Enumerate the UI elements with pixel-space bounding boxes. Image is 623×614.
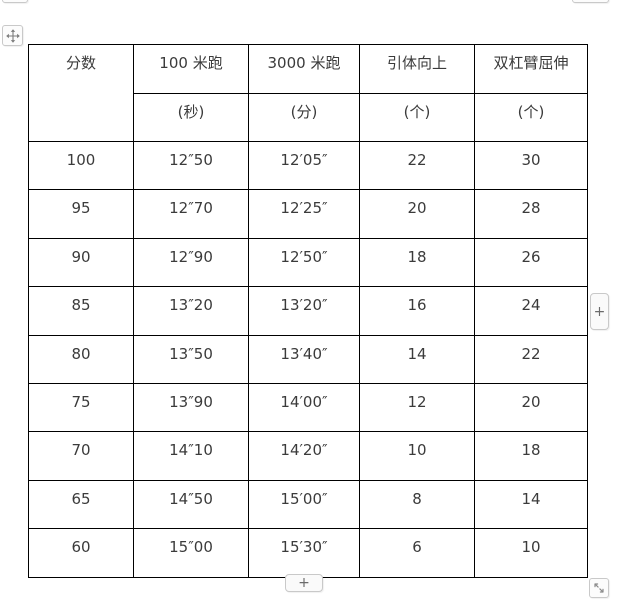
table-cell[interactable]: 30 — [474, 140, 588, 191]
table-body: 100 12″50 12′05″ 22 30 95 12″70 12′25″ 20 28 90 12″… — [28, 140, 588, 578]
table-cell[interactable]: 70 — [28, 431, 134, 481]
resize-diagonal-icon — [593, 582, 605, 594]
table-cell[interactable]: 65 — [28, 479, 134, 530]
table-cell[interactable]: 12′50″ — [248, 237, 360, 288]
table-cell[interactable]: 28 — [474, 189, 588, 239]
table-header: 分数 100 米跑 3000 米跑 引体向上 双杠臂屈伸 (秒) (分) (个)… — [28, 44, 588, 142]
table-cell[interactable]: 20 — [474, 382, 588, 433]
table-cell[interactable]: 95 — [28, 189, 134, 239]
table-cell[interactable]: 8 — [359, 479, 475, 530]
table-cell[interactable]: 20 — [359, 189, 475, 239]
table-row: 70 14″10 14′20″ 10 18 — [28, 431, 588, 481]
table-cell[interactable]: 12″90 — [133, 237, 249, 288]
table-resize-handle[interactable] — [589, 578, 609, 598]
table-cell[interactable]: 26 — [474, 237, 588, 288]
table-cell[interactable]: 75 — [28, 382, 134, 433]
unit-row: (秒) (分) (个) (个) — [29, 93, 588, 142]
table-row: 85 13″20 13′20″ 16 24 — [28, 286, 588, 336]
table-row: 90 12″90 12′50″ 18 26 — [28, 237, 588, 288]
unit-cell-3000m[interactable]: (分) — [248, 93, 360, 142]
unit-cell-dips[interactable]: (个) — [474, 93, 588, 142]
table-cell[interactable]: 6 — [359, 528, 475, 578]
plus-icon: + — [298, 575, 310, 591]
unit-cell-100m[interactable]: (秒) — [133, 93, 249, 142]
table-row: 95 12″70 12′25″ 20 28 — [28, 189, 588, 239]
table-cell[interactable]: 14′20″ — [248, 431, 360, 481]
plus-icon: + — [593, 303, 606, 320]
unit-cell-pullups[interactable]: (个) — [359, 93, 475, 142]
table-cell[interactable]: 12′05″ — [248, 140, 360, 191]
table-row: 80 13″50 13′40″ 14 22 — [28, 334, 588, 384]
table-row: 75 13″90 14′00″ 12 20 — [28, 382, 588, 433]
table-cell[interactable]: 60 — [28, 528, 134, 578]
table-row: 60 15″00 15′30″ 6 10 — [28, 528, 588, 578]
table-cell[interactable]: 13″50 — [133, 334, 249, 384]
table-move-handle[interactable] — [2, 25, 23, 46]
insert-row-button[interactable]: + — [285, 574, 323, 592]
header-cell-score[interactable]: 分数 — [28, 44, 134, 142]
insert-column-button[interactable]: + — [590, 293, 609, 330]
table-cell[interactable]: 12 — [359, 382, 475, 433]
table-cell[interactable]: 18 — [474, 431, 588, 481]
table-cell[interactable]: 10 — [359, 431, 475, 481]
table-cell[interactable]: 15″00 — [133, 528, 249, 578]
table-cell[interactable]: 90 — [28, 237, 134, 288]
header-cell-100m[interactable]: 100 米跑 — [133, 44, 249, 94]
table-cell[interactable]: 16 — [359, 286, 475, 336]
header-cell-dips[interactable]: 双杠臂屈伸 — [474, 44, 588, 94]
table-cell[interactable]: 14″50 — [133, 479, 249, 530]
table-cell[interactable]: 22 — [474, 334, 588, 384]
table-cell[interactable]: 100 — [28, 140, 134, 191]
table-cell[interactable]: 15′00″ — [248, 479, 360, 530]
table-cell[interactable]: 12″70 — [133, 189, 249, 239]
table-cell[interactable]: 12″50 — [133, 140, 249, 191]
scores-table: 分数 100 米跑 3000 米跑 引体向上 双杠臂屈伸 (秒) (分) (个)… — [28, 44, 588, 578]
table-cell[interactable]: 13″20 — [133, 286, 249, 336]
table-cell[interactable]: 18 — [359, 237, 475, 288]
table-cell[interactable]: 80 — [28, 334, 134, 384]
table-cell[interactable]: 13′20″ — [248, 286, 360, 336]
table-cell[interactable]: 15′30″ — [248, 528, 360, 578]
table-cell[interactable]: 14 — [359, 334, 475, 384]
table-cell[interactable]: 24 — [474, 286, 588, 336]
header-cell-3000m[interactable]: 3000 米跑 — [248, 44, 360, 94]
table-cell[interactable]: 14″10 — [133, 431, 249, 481]
header-row: 分数 100 米跑 3000 米跑 引体向上 双杠臂屈伸 — [28, 44, 588, 142]
table-cell[interactable]: 10 — [474, 528, 588, 578]
table-row: 100 12″50 12′05″ 22 30 — [28, 140, 588, 191]
table-cell[interactable]: 14′00″ — [248, 382, 360, 433]
top-right-partial-button[interactable] — [572, 0, 609, 3]
table-cell[interactable]: 14 — [474, 479, 588, 530]
table-row: 65 14″50 15′00″ 8 14 — [28, 479, 588, 530]
table-cell[interactable]: 85 — [28, 286, 134, 336]
move-arrows-icon — [5, 28, 20, 43]
table-cell[interactable]: 13′40″ — [248, 334, 360, 384]
table-cell[interactable]: 13″90 — [133, 382, 249, 433]
table-cell[interactable]: 22 — [359, 140, 475, 191]
header-cell-pullups[interactable]: 引体向上 — [359, 44, 475, 94]
top-left-partial-button[interactable] — [2, 0, 28, 3]
table-cell[interactable]: 12′25″ — [248, 189, 360, 239]
